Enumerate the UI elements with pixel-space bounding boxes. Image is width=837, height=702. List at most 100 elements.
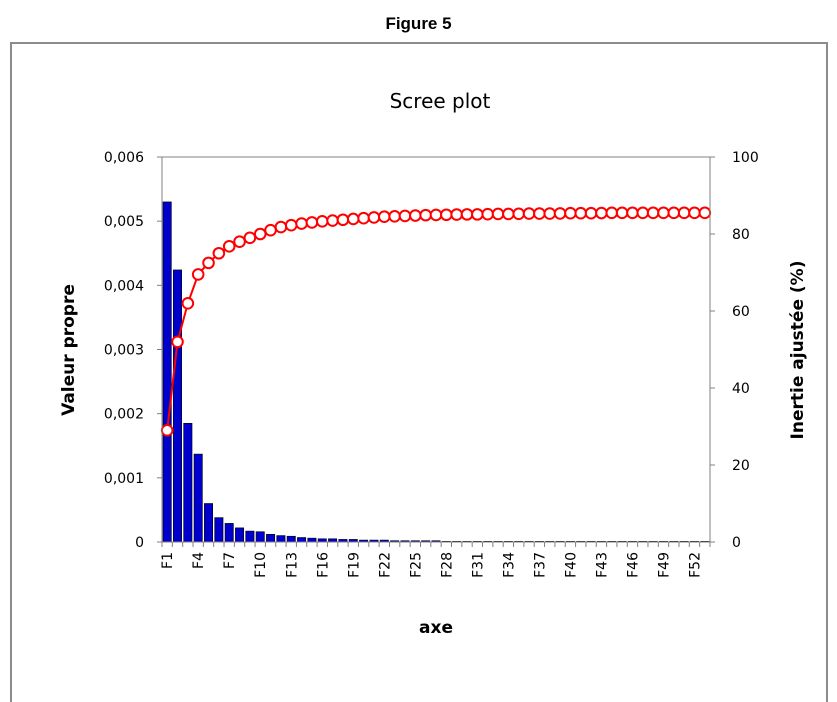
left-tick-label: 0,001	[104, 471, 144, 487]
right-tick-label: 60	[732, 304, 750, 320]
point-F40	[564, 206, 577, 220]
point-F12	[274, 220, 288, 234]
point-F11	[264, 223, 277, 237]
point-F35	[512, 207, 526, 221]
point-F17	[326, 214, 339, 227]
bar-F8	[235, 527, 245, 543]
x-tick-label-F46: F46	[625, 552, 641, 578]
point-F37	[533, 207, 546, 220]
right-tick-label: 100	[732, 150, 759, 166]
point-F9	[243, 231, 257, 245]
x-tick-label-F31: F31	[470, 552, 486, 578]
bar-F11	[266, 533, 276, 543]
point-F13	[284, 218, 298, 232]
left-tick-label: 0,003	[104, 343, 144, 359]
right-tick-label: 80	[732, 227, 750, 243]
x-tick-label-F25: F25	[408, 552, 424, 578]
point-F15	[305, 216, 319, 229]
point-F53	[698, 206, 712, 220]
x-tick-label-F49: F49	[656, 552, 672, 578]
bar-F10	[255, 531, 265, 543]
x-tick-label-F4: F4	[191, 552, 207, 569]
point-F23	[388, 209, 401, 223]
x-tick-label-F40: F40	[563, 552, 579, 578]
point-F20	[357, 211, 370, 225]
point-F26	[419, 208, 432, 222]
bar-F6	[214, 517, 224, 543]
point-F3	[181, 297, 195, 310]
point-F49	[657, 206, 670, 220]
left-tick-label: 0,005	[104, 214, 144, 230]
point-F8	[233, 235, 246, 248]
chart-frame	[10, 42, 828, 702]
x-tick-label-F52: F52	[687, 552, 703, 578]
x-axis-label: axe	[419, 618, 453, 638]
point-F14	[295, 217, 308, 230]
x-tick-label-F7: F7	[222, 552, 238, 569]
point-F19	[346, 212, 360, 226]
point-F38	[543, 207, 557, 220]
point-F16	[315, 215, 329, 228]
x-tick-label-F1: F1	[160, 552, 176, 569]
x-tick-label-F37: F37	[532, 552, 548, 578]
figure-label: Figure 5	[385, 14, 452, 33]
point-F29	[450, 208, 463, 221]
point-F47	[636, 206, 650, 220]
x-axis: F1 F4 F7 F10 F13 F16 F19 F22 F25 F28 F31 F34 F37 F40 F…	[160, 541, 711, 578]
point-F22	[378, 210, 391, 223]
point-F48	[646, 206, 660, 220]
left-tick-label: 0,006	[104, 150, 144, 166]
point-F21	[367, 211, 381, 224]
point-F45	[615, 206, 629, 220]
eigenvalue-bars	[162, 201, 710, 543]
bar-F2	[173, 269, 182, 543]
left-tick-label: 0,002	[104, 407, 144, 423]
point-F33	[491, 207, 505, 221]
x-tick-label-F13: F13	[284, 552, 300, 578]
point-F46	[626, 206, 639, 220]
bar-F5	[204, 503, 214, 543]
right-y-axis: 0 20 40 60 80 100	[709, 150, 759, 551]
point-F25	[409, 209, 422, 222]
point-F24	[398, 209, 412, 223]
point-F42	[584, 206, 598, 220]
right-tick-label: 0	[732, 535, 741, 551]
x-tick-label-F34: F34	[501, 552, 517, 578]
point-F41	[574, 206, 588, 220]
y2-axis-label: Inertie ajustée (%)	[788, 261, 808, 440]
point-F34	[502, 207, 515, 221]
right-tick-label: 20	[732, 458, 750, 474]
bar-F3	[183, 422, 193, 543]
bar-F13	[286, 535, 296, 543]
bar-F9	[245, 530, 255, 543]
bar-F7	[224, 523, 234, 543]
point-F28	[440, 208, 453, 222]
bar-F14	[297, 537, 307, 543]
point-F36	[522, 207, 536, 220]
point-F10	[253, 227, 267, 241]
point-F1	[160, 424, 174, 437]
point-F43	[595, 206, 608, 220]
point-F30	[460, 208, 474, 221]
bar-F12	[276, 535, 286, 543]
point-F18	[336, 213, 350, 227]
bar-F15	[307, 537, 317, 543]
x-tick-label-F43: F43	[594, 552, 610, 578]
point-F44	[605, 206, 619, 220]
chart-title: Scree plot	[390, 89, 491, 113]
point-F52	[688, 206, 701, 220]
right-tick-label: 40	[732, 381, 750, 397]
bar-F1	[162, 201, 172, 543]
x-tick-label-F22: F22	[377, 552, 393, 578]
left-tick-label: 0	[135, 535, 144, 551]
point-F7	[222, 240, 236, 253]
bar-F4	[193, 453, 203, 543]
x-tick-label-F19: F19	[346, 552, 362, 578]
point-F5	[202, 256, 215, 270]
x-tick-label-F28: F28	[439, 552, 455, 578]
left-y-axis: 0 0,001 0,002 0,003 0,004 0,005 0,006	[104, 150, 163, 551]
point-F27	[429, 208, 443, 222]
point-F6	[212, 246, 226, 260]
inertia-line-path	[166, 211, 705, 431]
point-F2	[171, 335, 184, 349]
